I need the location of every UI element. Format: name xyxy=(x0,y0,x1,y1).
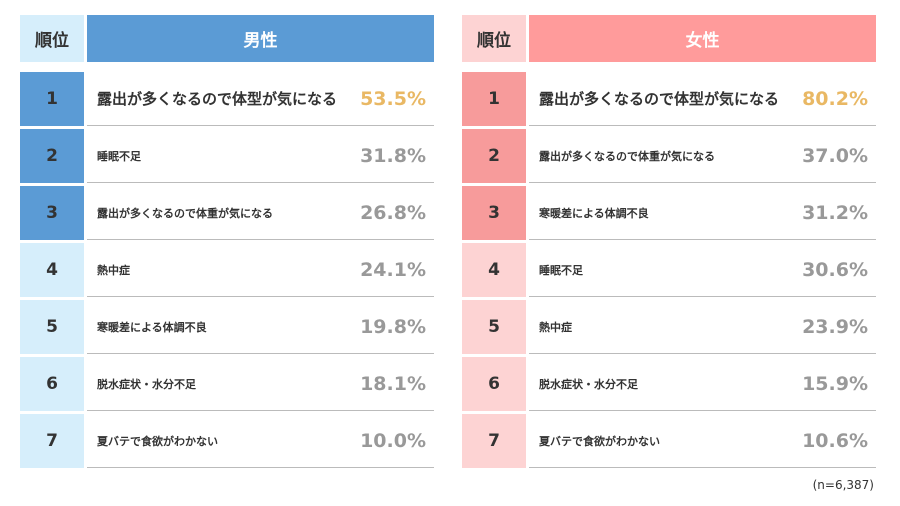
item-value: 10.6% xyxy=(802,429,868,452)
rank-cell: 2 xyxy=(20,129,84,183)
rank-cell: 3 xyxy=(462,186,526,240)
item-value: 24.1% xyxy=(360,258,426,281)
item-cell: 脱水症状・水分不足 18.1% xyxy=(87,357,434,411)
rank-cell: 7 xyxy=(20,414,84,468)
table-row: 1 露出が多くなるので体型が気になる 80.2% xyxy=(462,72,876,126)
item-label: 熱中症 xyxy=(539,320,572,334)
rank-cell: 5 xyxy=(462,300,526,354)
rank-cell: 3 xyxy=(20,186,84,240)
rank-cell: 1 xyxy=(462,72,526,126)
table-row: 3 寒暖差による体調不良 31.2% xyxy=(462,186,876,240)
item-label: 熱中症 xyxy=(97,263,130,277)
item-value: 53.5% xyxy=(360,87,426,110)
rank-cell: 4 xyxy=(20,243,84,297)
rank-cell: 1 xyxy=(20,72,84,126)
rank-cell: 7 xyxy=(462,414,526,468)
item-value: 30.6% xyxy=(802,258,868,281)
item-label: 睡眠不足 xyxy=(97,149,141,163)
item-cell: 露出が多くなるので体重が気になる 26.8% xyxy=(87,186,434,240)
table-row: 2 睡眠不足 31.8% xyxy=(20,129,434,183)
male-header: 男性 xyxy=(87,15,434,62)
item-label: 露出が多くなるので体重が気になる xyxy=(539,149,715,163)
sample-size-note: (n=6,387) xyxy=(812,478,874,492)
item-label: 寒暖差による体調不良 xyxy=(539,206,649,220)
item-label: 脱水症状・水分不足 xyxy=(97,377,196,391)
rank-cell: 6 xyxy=(462,357,526,411)
item-cell: 熱中症 24.1% xyxy=(87,243,434,297)
item-label: 睡眠不足 xyxy=(539,263,583,277)
item-cell: 露出が多くなるので体型が気になる 53.5% xyxy=(87,72,434,126)
item-cell: 夏バテで食欲がわかない 10.6% xyxy=(529,414,876,468)
item-cell: 熱中症 23.9% xyxy=(529,300,876,354)
item-cell: 露出が多くなるので体重が気になる 37.0% xyxy=(529,129,876,183)
table-row: 3 露出が多くなるので体重が気になる 26.8% xyxy=(20,186,434,240)
item-cell: 睡眠不足 31.8% xyxy=(87,129,434,183)
item-label: 露出が多くなるので体重が気になる xyxy=(97,206,273,220)
item-cell: 露出が多くなるので体型が気になる 80.2% xyxy=(529,72,876,126)
table-row: 6 脱水症状・水分不足 18.1% xyxy=(20,357,434,411)
item-value: 19.8% xyxy=(360,315,426,338)
item-value: 26.8% xyxy=(360,201,426,224)
rank-header: 順位 xyxy=(20,15,84,62)
item-cell: 脱水症状・水分不足 15.9% xyxy=(529,357,876,411)
item-label: 夏バテで食欲がわかない xyxy=(97,434,218,448)
item-value: 10.0% xyxy=(360,429,426,452)
item-value: 80.2% xyxy=(802,87,868,110)
item-value: 15.9% xyxy=(802,372,868,395)
table-row: 2 露出が多くなるので体重が気になる 37.0% xyxy=(462,129,876,183)
rank-cell: 2 xyxy=(462,129,526,183)
rank-cell: 5 xyxy=(20,300,84,354)
rank-cell: 6 xyxy=(20,357,84,411)
rank-header: 順位 xyxy=(462,15,526,62)
item-value: 23.9% xyxy=(802,315,868,338)
item-label: 夏バテで食欲がわかない xyxy=(539,434,660,448)
table-row: 7 夏バテで食欲がわかない 10.6% xyxy=(462,414,876,468)
item-cell: 寒暖差による体調不良 31.2% xyxy=(529,186,876,240)
item-value: 31.2% xyxy=(802,201,868,224)
female-header: 女性 xyxy=(529,15,876,62)
item-cell: 睡眠不足 30.6% xyxy=(529,243,876,297)
item-value: 31.8% xyxy=(360,144,426,167)
item-label: 脱水症状・水分不足 xyxy=(539,377,638,391)
table-row: 4 睡眠不足 30.6% xyxy=(462,243,876,297)
table-row: 1 露出が多くなるので体型が気になる 53.5% xyxy=(20,72,434,126)
item-label: 露出が多くなるので体型が気になる xyxy=(97,90,338,108)
item-label: 寒暖差による体調不良 xyxy=(97,320,207,334)
table-row: 5 熱中症 23.9% xyxy=(462,300,876,354)
table-row: 6 脱水症状・水分不足 15.9% xyxy=(462,357,876,411)
item-cell: 寒暖差による体調不良 19.8% xyxy=(87,300,434,354)
rank-cell: 4 xyxy=(462,243,526,297)
item-value: 18.1% xyxy=(360,372,426,395)
item-value: 37.0% xyxy=(802,144,868,167)
table-row: 4 熱中症 24.1% xyxy=(20,243,434,297)
item-cell: 夏バテで食欲がわかない 10.0% xyxy=(87,414,434,468)
item-label: 露出が多くなるので体型が気になる xyxy=(539,90,780,108)
table-row: 5 寒暖差による体調不良 19.8% xyxy=(20,300,434,354)
table-row: 7 夏バテで食欲がわかない 10.0% xyxy=(20,414,434,468)
